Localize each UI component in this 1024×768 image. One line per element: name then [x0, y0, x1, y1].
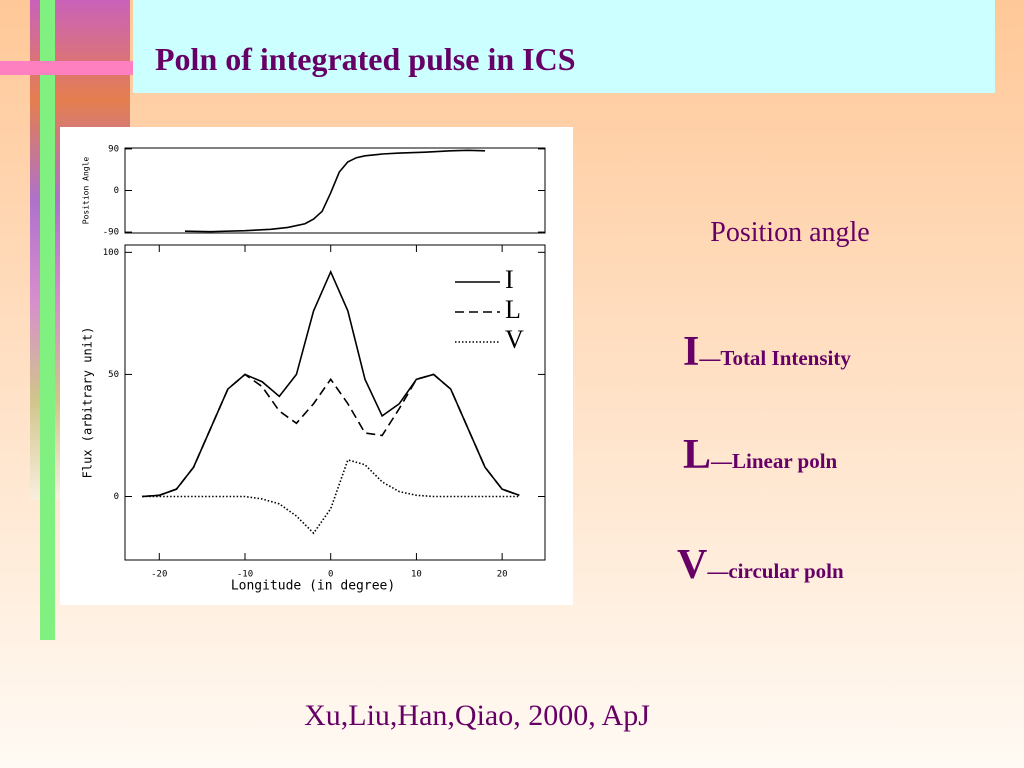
citation: Xu,Liu,Han,Qiao, 2000, ApJ [304, 699, 650, 732]
series-line [184, 149, 486, 233]
x-tick-label: 10 [411, 570, 422, 580]
decor-pink-bar [0, 61, 133, 75]
decor-green-bar [40, 0, 55, 640]
x-tick-label: -20 [151, 570, 167, 580]
legend-label: I [505, 265, 514, 294]
x-tick-label: 20 [497, 570, 508, 580]
y-tick-label: 0 [114, 492, 119, 502]
x-axis-label: Longitude (in degree) [231, 579, 395, 594]
y-tick-label: 100 [103, 248, 119, 258]
y-tick-label: 90 [108, 144, 119, 154]
note-symbol: I [683, 329, 699, 375]
legend-label: V [505, 325, 524, 354]
note-symbol: V [677, 542, 707, 588]
title-box [133, 0, 995, 93]
note-position-angle: Position angle [710, 217, 869, 248]
note-text: —Total Intensity [698, 346, 851, 370]
figure [60, 127, 573, 605]
slide-title: Poln of integrated pulse in ICS [155, 41, 575, 77]
y-tick-label: -90 [103, 228, 119, 238]
note-text: —Linear poln [710, 449, 838, 473]
note-item: I—Total Intensity [683, 329, 851, 375]
series-line [142, 373, 520, 498]
y-tick-label: 50 [108, 370, 119, 380]
y-axis-label: Position Angle [82, 157, 91, 225]
legend-label: L [505, 295, 521, 324]
note-text: —circular poln [706, 559, 844, 583]
x-tick-label: 0 [328, 570, 333, 580]
plots: -90 0 90 Position Angle 0 50 100 -20 -10 0 10 20 Flu… [81, 144, 546, 594]
note-symbol: L [683, 432, 711, 478]
x-tick-label: -10 [237, 570, 253, 580]
y-axis-label: Flux (arbitrary unit) [81, 327, 95, 479]
y-tick-label: 0 [114, 186, 119, 196]
note-item: L—Linear poln [683, 432, 838, 478]
plot-frame [124, 244, 546, 561]
note-item: V—circular poln [677, 542, 844, 588]
